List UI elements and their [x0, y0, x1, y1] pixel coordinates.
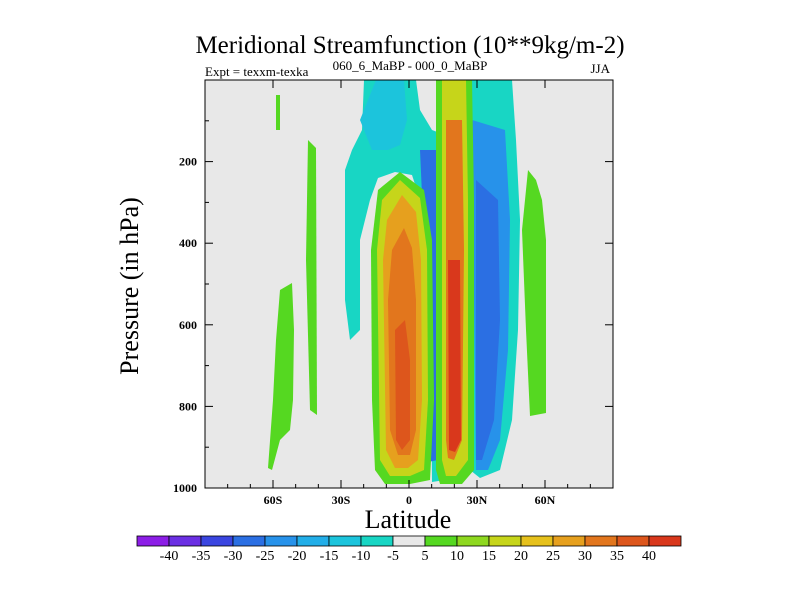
- y-tick-label: 200: [179, 155, 197, 169]
- y-tick-label: 600: [179, 318, 197, 332]
- colorbar-label: 5: [422, 549, 429, 564]
- y-axis-ticks: 200 400 600 800 1000: [173, 120, 613, 495]
- colorbar-swatch: [168, 535, 202, 547]
- contour-green-thin-left: [276, 95, 280, 130]
- colorbar-label: 40: [642, 549, 656, 564]
- colorbar-label: 10: [450, 549, 464, 564]
- colorbar-swatch: [552, 535, 586, 547]
- colorbar-swatch: [328, 535, 362, 547]
- center-subtitle: 060_6_MaBP - 000_0_MaBP: [333, 58, 488, 73]
- x-tick-label: 60N: [535, 493, 556, 507]
- colorbar-label: -20: [288, 549, 307, 564]
- colorbar-swatch: [136, 535, 170, 547]
- colorbar-swatch: [456, 535, 490, 547]
- colorbar-swatch: [584, 535, 618, 547]
- contour-red-plume-core: [395, 320, 410, 450]
- x-axis-ticks: 60S 30S 0 30N 60N: [227, 80, 591, 507]
- colorbar-label: -10: [352, 549, 371, 564]
- colorbar-swatch: [264, 535, 298, 547]
- colorbar-swatch: [520, 535, 554, 547]
- colorbar-label: -30: [224, 549, 243, 564]
- colorbar-swatch: [360, 535, 394, 547]
- colorbar-label: 35: [610, 549, 624, 564]
- contour-green-right: [522, 170, 546, 416]
- colorbar-swatch: [616, 535, 650, 547]
- x-axis-label: Latitude: [365, 505, 452, 534]
- x-tick-label: 30S: [332, 493, 351, 507]
- colorbar-label: -5: [387, 549, 399, 564]
- colorbar: -40 -35 -30 -25 -20 -15 -10 -5 5 10 15 20 25 30 35 40: [136, 535, 682, 564]
- contour-red-core-center: [448, 260, 461, 452]
- colorbar-swatch: [296, 535, 330, 547]
- colorbar-swatch: [648, 535, 682, 547]
- plot-area: 60S 30S 0 30N 60N 200 400 600 800 1000: [173, 79, 614, 507]
- colorbar-label: 30: [578, 549, 592, 564]
- left-subtitle: Expt = texxm-texka: [205, 64, 309, 79]
- x-tick-label: 0: [406, 493, 412, 507]
- y-tick-label: 1000: [173, 481, 197, 495]
- contour-blue-right-band-inner: [476, 180, 500, 460]
- colorbar-swatch: [488, 535, 522, 547]
- x-tick-label: 30N: [467, 493, 488, 507]
- colorbar-label: 15: [482, 549, 496, 564]
- colorbar-label: 25: [546, 549, 560, 564]
- colorbar-label: -40: [160, 549, 179, 564]
- colorbar-swatch: [232, 535, 266, 547]
- y-tick-label: 800: [179, 399, 197, 413]
- y-axis-label: Pressure (in hPa): [115, 197, 144, 375]
- colorbar-label: -35: [192, 549, 211, 564]
- colorbar-swatch: [200, 535, 234, 547]
- contour-green-lower-left: [268, 283, 294, 470]
- chart-title: Meridional Streamfunction (10**9kg/m-2): [195, 32, 624, 59]
- colorbar-label: -25: [256, 549, 275, 564]
- x-tick-label: 60S: [264, 493, 283, 507]
- contour-cyan-upper: [345, 80, 445, 482]
- contour-green-mid-left: [306, 140, 317, 415]
- contour-cyan-upper-2: [360, 80, 407, 150]
- contour-fills: [268, 80, 546, 484]
- colorbar-label: -15: [320, 549, 339, 564]
- y-tick-label: 400: [179, 236, 197, 250]
- colorbar-label: 20: [514, 549, 528, 564]
- colorbar-swatch: [392, 535, 426, 547]
- colorbar-swatch: [424, 535, 458, 547]
- right-subtitle: JJA: [590, 61, 610, 76]
